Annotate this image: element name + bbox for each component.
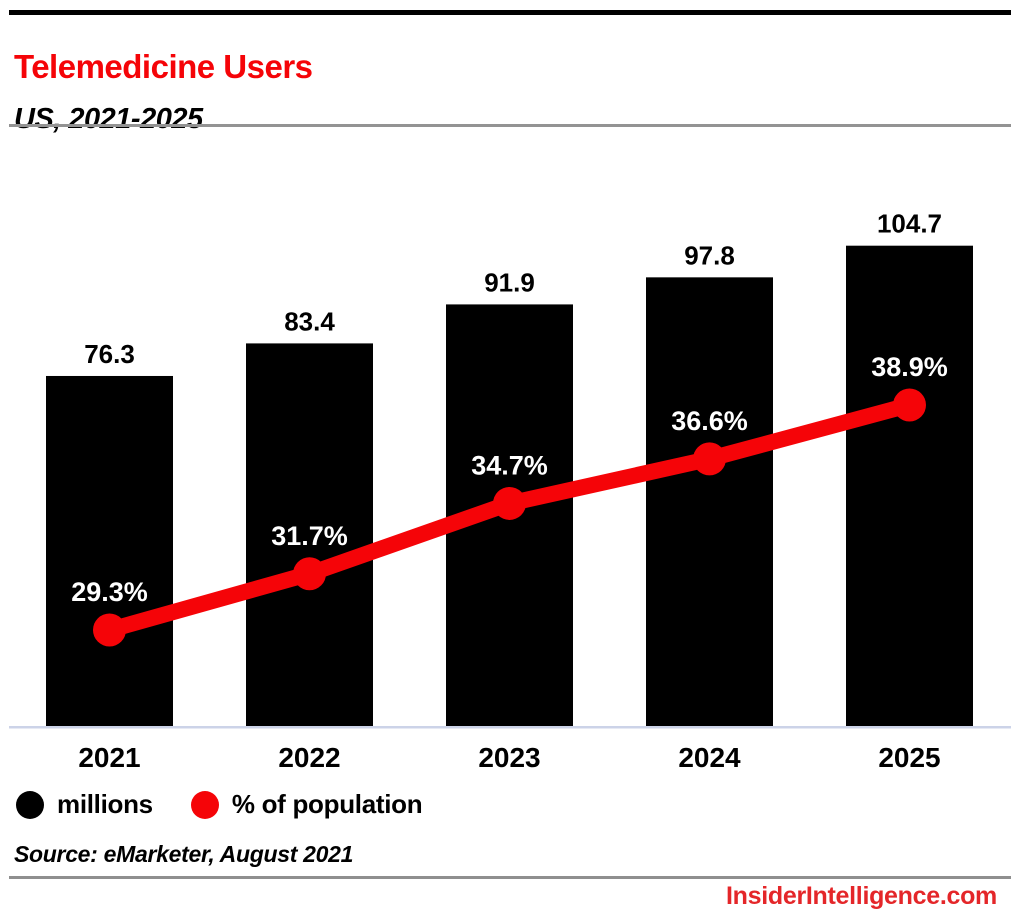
bar-2024	[646, 277, 773, 726]
top-rule	[9, 10, 1011, 15]
bar-2022	[246, 343, 373, 726]
x-axis-label-2022: 2022	[278, 742, 340, 773]
pct-dot-2025	[893, 388, 926, 422]
x-axis-label-2021: 2021	[78, 742, 140, 773]
pct-label-2021: 29.3%	[71, 577, 148, 607]
pct-label-2023: 34.7%	[471, 450, 548, 480]
chart-title: Telemedicine Users	[14, 48, 313, 86]
millions-swatch-icon	[16, 790, 44, 819]
x-axis-label-2023: 2023	[478, 742, 540, 773]
chart-svg: 76.3 83.4 91.9 97.8 104.7 29.3% 31.7% 34.7% 36.6…	[9, 209, 1011, 773]
bar-value-label-2024: 97.8	[684, 240, 735, 270]
chart-subtitle: US, 2021-2025	[14, 103, 203, 136]
source-note: Source: eMarketer, August 2021	[14, 841, 354, 867]
legend-label-millions: millions	[57, 789, 153, 819]
x-axis-label-2025: 2025	[878, 742, 940, 773]
bar-value-label-2021: 76.3	[84, 339, 135, 369]
x-axis-line	[9, 726, 1011, 729]
pct-label-2025: 38.9%	[871, 352, 948, 382]
bar-2025	[846, 245, 973, 726]
legend-item-millions: millions	[16, 789, 153, 820]
bar-value-label-2025: 104.7	[877, 209, 942, 239]
pct-dot-2021	[93, 613, 126, 647]
pct-label-2024: 36.6%	[671, 406, 748, 436]
pct-dot-2024	[693, 442, 726, 476]
bar-2021	[46, 375, 173, 726]
x-axis-label-2024: 2024	[678, 742, 741, 773]
pct-dot-2022	[293, 557, 326, 591]
bar-value-label-2022: 83.4	[284, 306, 335, 336]
branding-text: InsiderIntelligence.com	[726, 882, 997, 910]
pct-label-2022: 31.7%	[271, 521, 348, 551]
legend-item-pct-population: % of population	[190, 789, 423, 820]
header-divider	[9, 124, 1011, 127]
footer-divider	[9, 876, 1011, 879]
pct-dot-2023	[493, 486, 526, 520]
bar-value-label-2023: 91.9	[484, 267, 535, 297]
pct-population-swatch-icon	[190, 790, 219, 819]
legend: millions % of population	[16, 789, 423, 820]
legend-label-pct-population: % of population	[231, 789, 423, 819]
